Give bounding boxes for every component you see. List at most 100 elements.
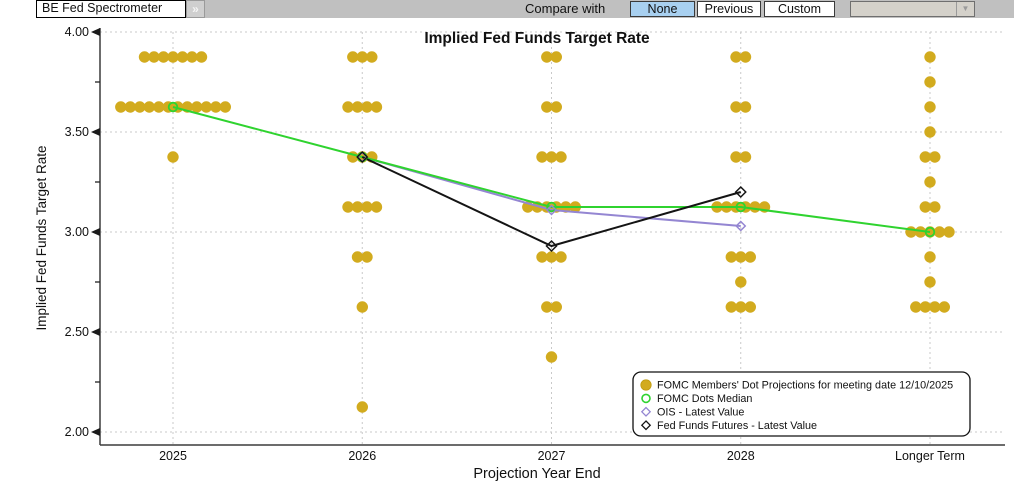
fomc-dot: [115, 101, 127, 113]
fomc-dot: [938, 301, 950, 313]
fomc-dot: [924, 101, 936, 113]
compare-custom-button[interactable]: Custom: [764, 1, 835, 17]
x-axis-title: Projection Year End: [473, 466, 600, 482]
fomc-dot: [914, 226, 927, 238]
fomc-dot: [195, 51, 208, 63]
fomc-dot: [361, 251, 373, 263]
y-tick-label: 2.50: [65, 325, 89, 339]
fomc-dot: [356, 401, 368, 413]
compare-with-label: Compare with: [525, 1, 606, 16]
expand-button[interactable]: »: [186, 0, 205, 18]
y-tick-arrow-icon: [91, 128, 100, 136]
y-tick-arrow-icon: [91, 428, 100, 436]
fomc-dot: [924, 251, 936, 263]
fomc-dot: [555, 151, 567, 163]
x-tick-label: 2028: [727, 449, 755, 463]
fomc-dot: [536, 151, 548, 163]
y-tick-arrow-icon: [91, 328, 100, 336]
fomc-dot: [725, 251, 737, 263]
x-tick-label: 2025: [159, 449, 187, 463]
legend-box: [632, 371, 971, 437]
dropdown-arrow-icon: ▼: [956, 2, 974, 16]
fomc-dot: [219, 101, 231, 113]
fomc-dot: [138, 51, 151, 63]
chart-title: Implied Fed Funds Target Rate: [424, 30, 650, 47]
x-tick-label: Longer Term: [895, 449, 965, 463]
legend-label: FOMC Dots Median: [657, 393, 752, 405]
compare-none-button[interactable]: None: [630, 1, 695, 17]
fomc-dot: [919, 201, 931, 213]
fomc-dot: [735, 276, 747, 288]
fomc-dot: [929, 301, 941, 313]
fomc-dot: [545, 151, 558, 163]
fomc-dot: [933, 226, 946, 238]
fomc-dot: [176, 51, 189, 63]
fomc-dot: [919, 301, 931, 313]
fomc-dot: [545, 251, 558, 263]
futures-line: [361, 156, 742, 248]
spectrometer-selector[interactable]: BE Fed Spectrometer: [36, 0, 186, 18]
y-tick-label: 4.00: [65, 25, 89, 39]
fomc-dot: [550, 101, 562, 113]
fomc-dot: [356, 51, 368, 63]
legend-circle-icon: [641, 393, 651, 404]
open-diamond-marker: [545, 239, 558, 253]
y-axis-title: Implied Fed Funds Target Rate: [34, 145, 49, 330]
fomc-dot: [200, 101, 212, 113]
fomc-dot: [924, 176, 936, 188]
fomc-dot: [924, 51, 936, 63]
median-marker: [546, 201, 557, 213]
fomc-dot: [545, 351, 558, 363]
median-line: [172, 106, 931, 233]
fomc-dot: [370, 201, 383, 213]
legend-diamond-icon: [640, 406, 652, 417]
fomc-dot: [342, 201, 354, 213]
toolbar: BE Fed Spectrometer » Compare with None …: [0, 0, 1014, 18]
compare-source-dropdown[interactable]: ▼: [850, 1, 975, 17]
fomc-dot: [730, 101, 742, 113]
fomc-dot: [153, 101, 165, 113]
fomc-dot: [910, 301, 922, 313]
futures-markers: [356, 150, 747, 253]
fomc-dot: [555, 251, 567, 263]
fomc-dot: [536, 251, 548, 263]
fomc-dot: [943, 226, 955, 238]
fomc-dot: [739, 101, 752, 113]
x-tick-label: 2027: [538, 449, 566, 463]
fomc-dot: [730, 151, 742, 163]
fomc-dot: [342, 101, 354, 113]
legend-label: FOMC Members' Dot Projections for meetin…: [657, 380, 953, 392]
fomc-dot: [167, 51, 179, 63]
compare-previous-button[interactable]: Previous: [697, 1, 761, 17]
dot-plot-chart: 4.00 3.50 3.00 2.50 2.00 2025 2026 2027 2028 Long…: [0, 18, 1014, 498]
open-diamond-marker: [735, 220, 747, 232]
gridlines: [100, 31, 1005, 445]
fomc-dot: [134, 101, 146, 113]
fomc-dot: [370, 101, 383, 113]
fomc-dot: [725, 301, 737, 313]
open-diamond-marker: [545, 204, 558, 216]
fomc-dot: [157, 51, 170, 63]
fomc-dot: [929, 151, 941, 163]
fomc-dot: [919, 151, 931, 163]
fomc-dot: [739, 51, 752, 63]
fomc-dot: [351, 201, 364, 213]
fomc-dot: [351, 101, 364, 113]
fomc-dot: [924, 76, 936, 88]
fomc-dot: [924, 276, 936, 288]
y-tick-arrow-icon: [91, 228, 100, 236]
fomc-dot: [744, 301, 756, 313]
fomc-dot: [366, 51, 378, 63]
spectrometer-selector-label: BE Fed Spectrometer: [42, 1, 163, 15]
fomc-dot: [735, 251, 747, 263]
fomc-dot: [541, 301, 553, 313]
open-diamond-marker: [356, 150, 369, 164]
fomc-dot: [730, 51, 742, 63]
legend: FOMC Members' Dot Projections for meetin…: [632, 371, 971, 437]
fomc-dot: [124, 101, 136, 113]
fomc-dot: [191, 101, 203, 113]
fomc-dot: [541, 51, 553, 63]
fomc-dot: [541, 101, 553, 113]
y-tick-label: 3.50: [65, 125, 89, 139]
